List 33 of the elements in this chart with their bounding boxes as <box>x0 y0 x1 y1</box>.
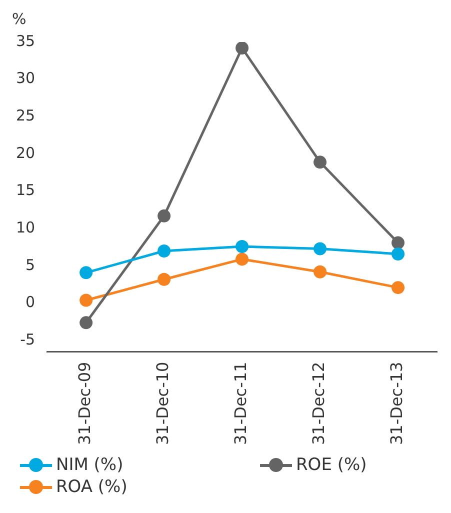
point <box>80 316 93 330</box>
y-tick-label: 15 <box>16 181 36 200</box>
y-tick-label: 20 <box>16 144 36 162</box>
y-tick-label: 5 <box>26 256 36 274</box>
point <box>314 242 327 256</box>
point <box>158 244 171 258</box>
point <box>392 281 405 294</box>
y-tick-label: -5 <box>20 330 36 348</box>
legend-label: ROE (%) <box>296 455 367 475</box>
point <box>80 266 93 280</box>
y-tick-label: 10 <box>16 218 36 236</box>
legend-label: NIM (%) <box>56 455 124 475</box>
y-axis-title: % <box>12 10 26 28</box>
point <box>158 272 171 286</box>
point <box>158 209 171 222</box>
point <box>314 156 327 169</box>
point <box>80 294 93 307</box>
point <box>314 265 327 278</box>
x-tick-label: 31-Dec-12 <box>309 362 328 446</box>
x-tick-label: 31-Dec-09 <box>75 362 94 446</box>
y-tick-label: 25 <box>16 106 36 125</box>
legend-label: ROA (%) <box>56 477 128 497</box>
x-tick-label: 31-Dec-13 <box>387 362 406 446</box>
point <box>236 240 249 254</box>
y-tick-label: 0 <box>26 293 36 312</box>
y-tick-label: 30 <box>16 69 36 88</box>
point <box>236 42 249 54</box>
y-tick-label: 35 <box>16 32 36 50</box>
x-tick-label: 31-Dec-10 <box>153 362 172 446</box>
point <box>392 247 405 260</box>
x-tick-label: 31-Dec-11 <box>231 362 250 446</box>
point <box>392 236 405 250</box>
point <box>236 252 249 266</box>
